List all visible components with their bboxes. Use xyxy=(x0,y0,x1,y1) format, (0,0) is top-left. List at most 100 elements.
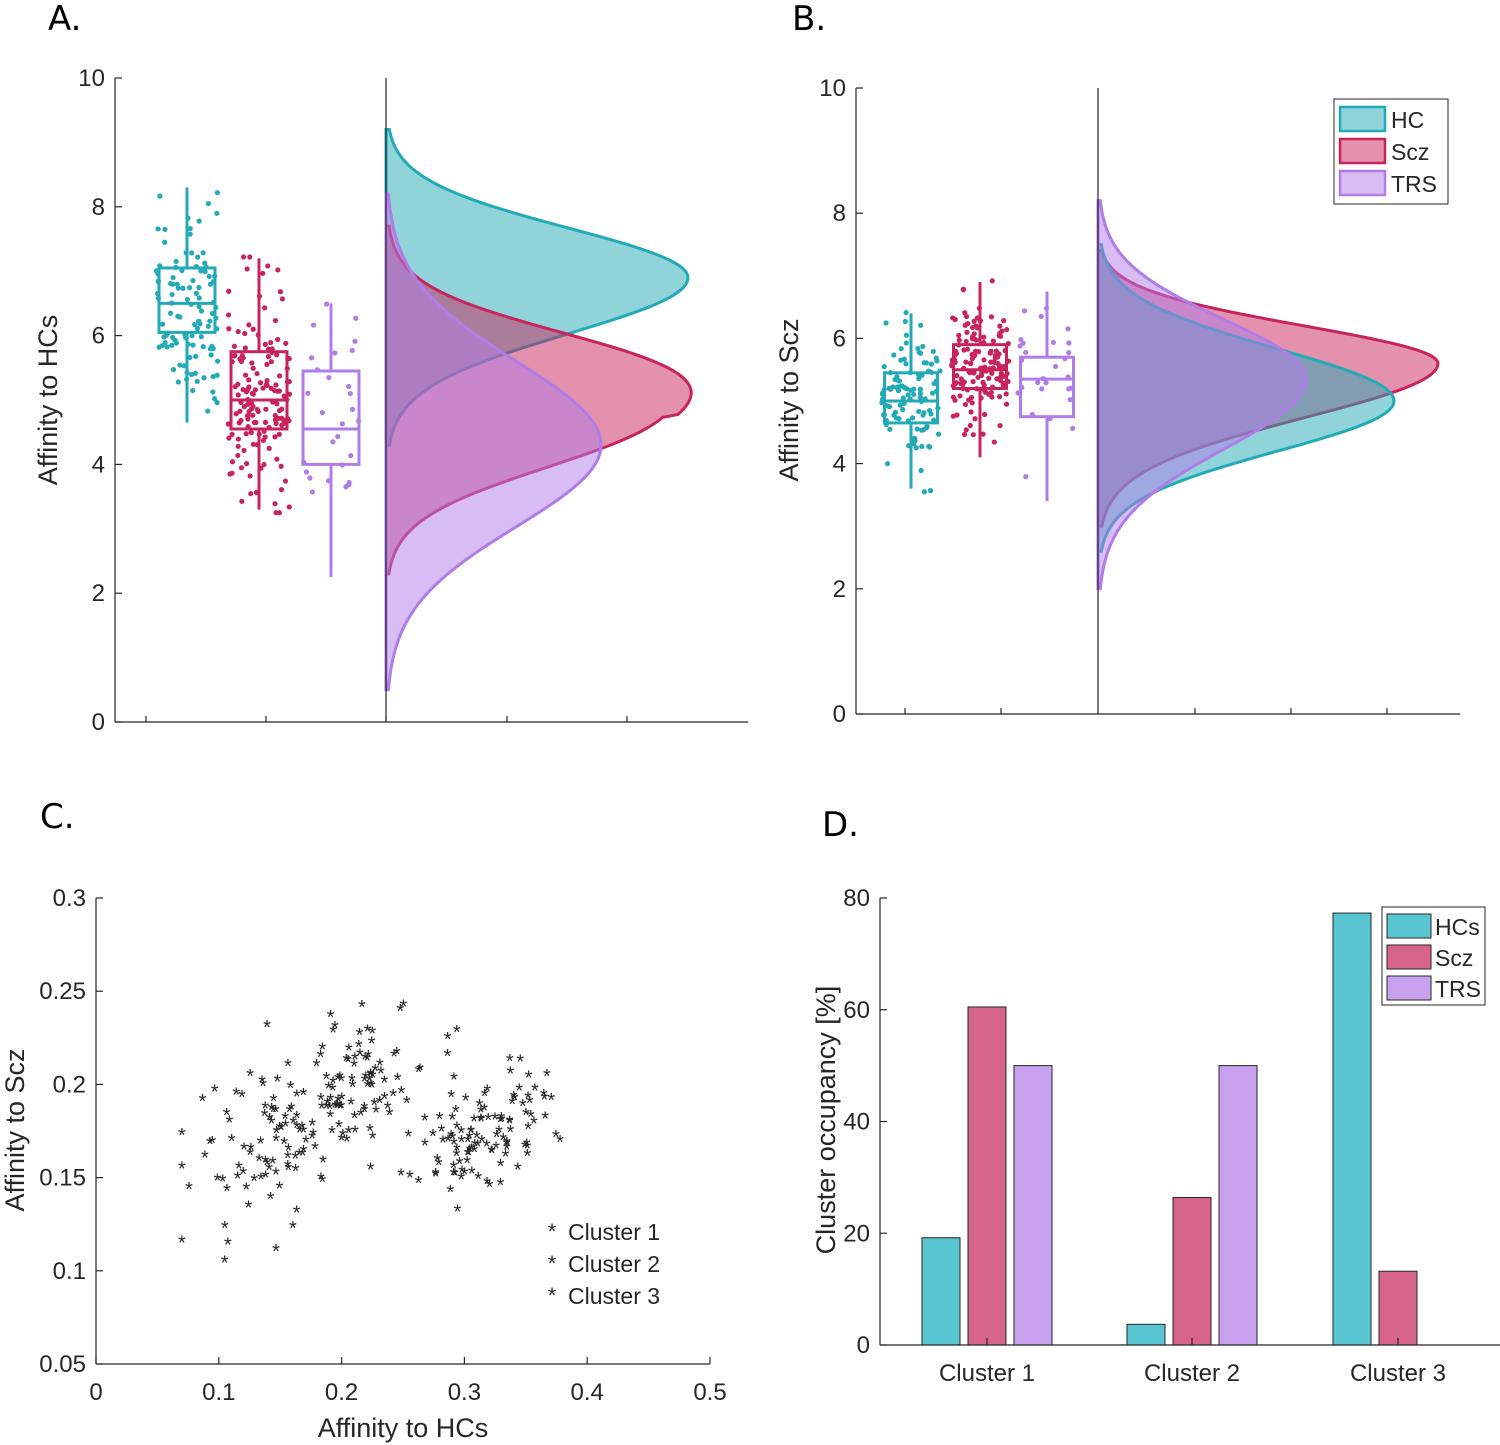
panel-c-xtick-label: 0.4 xyxy=(571,1379,604,1406)
scatter-point-cluster-3: * xyxy=(477,1112,485,1134)
jitter-point-trs xyxy=(1043,380,1049,386)
scatter-point-cluster-1: * xyxy=(322,1069,330,1091)
scatter-point-cluster-3: * xyxy=(452,1102,460,1124)
jitter-point-scz xyxy=(950,315,956,321)
jitter-point-hc xyxy=(211,396,218,402)
scatter-point-cluster-3: * xyxy=(450,1165,458,1187)
scatter-point-cluster-1: * xyxy=(370,1095,378,1117)
jitter-point-trs xyxy=(348,452,354,459)
jitter-point-scz xyxy=(241,447,247,454)
jitter-point-hc xyxy=(917,390,924,397)
scatter-point-cluster-1: * xyxy=(288,1100,296,1122)
scatter-point-cluster-1: * xyxy=(261,1106,269,1128)
jitter-point-trs xyxy=(346,383,352,390)
jitter-point-hc xyxy=(898,346,904,352)
jitter-point-hc xyxy=(935,431,942,437)
jitter-point-scz xyxy=(278,463,284,469)
scatter-point-cluster-1: * xyxy=(282,1116,290,1138)
scatter-point-cluster-1: * xyxy=(358,997,366,1019)
scatter-point-cluster-1: * xyxy=(331,1018,339,1040)
scatter-point-cluster-1: * xyxy=(319,1153,327,1175)
scatter-point-cluster-1: * xyxy=(284,1160,292,1182)
jitter-point-scz xyxy=(969,356,975,362)
jitter-point-scz xyxy=(247,254,253,260)
scatter-point-cluster-3: * xyxy=(498,1111,506,1133)
jitter-point-scz xyxy=(971,331,977,337)
panel-c-ytick-label: 0.2 xyxy=(53,1071,86,1098)
jitter-point-trs xyxy=(353,315,359,321)
jitter-point-scz xyxy=(965,321,971,327)
scatter-point-cluster-1: * xyxy=(311,1139,319,1161)
jitter-point-hc xyxy=(202,268,208,275)
scatter-point-cluster-1: * xyxy=(390,1046,398,1068)
jitter-point-scz xyxy=(963,427,969,433)
jitter-point-trs xyxy=(309,489,315,495)
jitter-point-scz xyxy=(245,413,251,419)
scatter-point-cluster-3: * xyxy=(456,1154,464,1176)
scatter-point-cluster-3: * xyxy=(541,1090,549,1112)
jitter-point-scz xyxy=(988,389,994,396)
scatter-point-cluster-3: * xyxy=(484,1110,492,1132)
scatter-point-cluster-3: * xyxy=(429,1126,437,1148)
scatter-point-cluster-1: * xyxy=(319,1039,327,1061)
jitter-point-scz xyxy=(969,400,975,406)
panel-c-ytick-label: 0.05 xyxy=(39,1351,86,1378)
jitter-point-scz xyxy=(272,317,279,324)
jitter-point-trs xyxy=(1038,313,1044,319)
scatter-point-cluster-2: * xyxy=(272,1165,280,1187)
scatter-point-cluster-3: * xyxy=(450,1135,458,1157)
scatter-point-cluster-1: * xyxy=(335,1117,343,1139)
jitter-point-scz xyxy=(273,510,279,516)
jitter-point-scz xyxy=(262,341,268,347)
scatter-point-cluster-1: * xyxy=(369,1068,377,1090)
scatter-point-cluster-3: * xyxy=(436,1109,444,1131)
jitter-point-hc xyxy=(897,402,903,408)
jitter-point-scz xyxy=(260,270,266,276)
scatter-point-cluster-2: * xyxy=(246,1145,254,1167)
jitter-point-trs xyxy=(305,390,311,396)
scatter-point-cluster-3: * xyxy=(433,1151,441,1173)
jitter-point-scz xyxy=(962,401,969,408)
scatter-point-cluster-2: * xyxy=(331,1098,339,1120)
scatter-point-cluster-3: * xyxy=(467,1123,475,1145)
scatter-point-cluster-2: * xyxy=(246,1066,254,1088)
scatter-point-cluster-1: * xyxy=(361,1071,369,1093)
bar-scz-cluster-2 xyxy=(1172,1196,1212,1346)
scatter-point-cluster-1: * xyxy=(393,1044,401,1066)
scatter-point-cluster-3: * xyxy=(486,1177,494,1199)
scatter-point-cluster-3: * xyxy=(540,1086,548,1108)
jitter-point-scz xyxy=(235,443,241,449)
jitter-point-scz xyxy=(261,305,268,311)
jitter-point-scz xyxy=(235,392,241,398)
jitter-point-scz xyxy=(961,431,968,438)
jitter-point-scz xyxy=(229,431,235,437)
jitter-point-hc xyxy=(916,375,922,382)
scatter-point-cluster-3: * xyxy=(438,1122,446,1144)
scatter-point-cluster-3: * xyxy=(510,1088,518,1110)
scatter-point-cluster-1: * xyxy=(327,1091,335,1113)
panel-a: A. 0 2 4 6 8 10 Affinity to HCs xyxy=(33,0,748,736)
jitter-point-hc xyxy=(196,318,202,324)
panel-c-ytick-label: 0.1 xyxy=(53,1258,86,1285)
legend-swatch-hc xyxy=(1338,105,1387,133)
scatter-point-cluster-1: * xyxy=(450,1070,458,1092)
jitter-point-hc xyxy=(175,379,181,385)
jitter-point-trs xyxy=(1050,339,1057,346)
jitter-point-scz xyxy=(276,431,282,437)
scatter-point-cluster-2: * xyxy=(295,1145,303,1167)
jitter-point-scz xyxy=(239,498,245,504)
scatter-point-cluster-2: * xyxy=(238,1087,246,1109)
scatter-point-cluster-1: * xyxy=(298,1119,306,1141)
jitter-point-scz xyxy=(254,406,260,413)
scatter-point-cluster-1: * xyxy=(338,1071,346,1093)
scatter-point-cluster-1: * xyxy=(355,1037,363,1059)
scatter-point-cluster-3: * xyxy=(447,1127,455,1149)
scatter-point-cluster-1: * xyxy=(270,1091,278,1113)
jitter-point-hc xyxy=(921,360,927,366)
jitter-point-scz xyxy=(286,504,292,510)
jitter-point-scz xyxy=(226,435,232,441)
scatter-point-cluster-1: * xyxy=(268,1100,276,1122)
scatter-point-cluster-1: * xyxy=(384,1099,392,1121)
jitter-point-scz xyxy=(960,287,967,293)
